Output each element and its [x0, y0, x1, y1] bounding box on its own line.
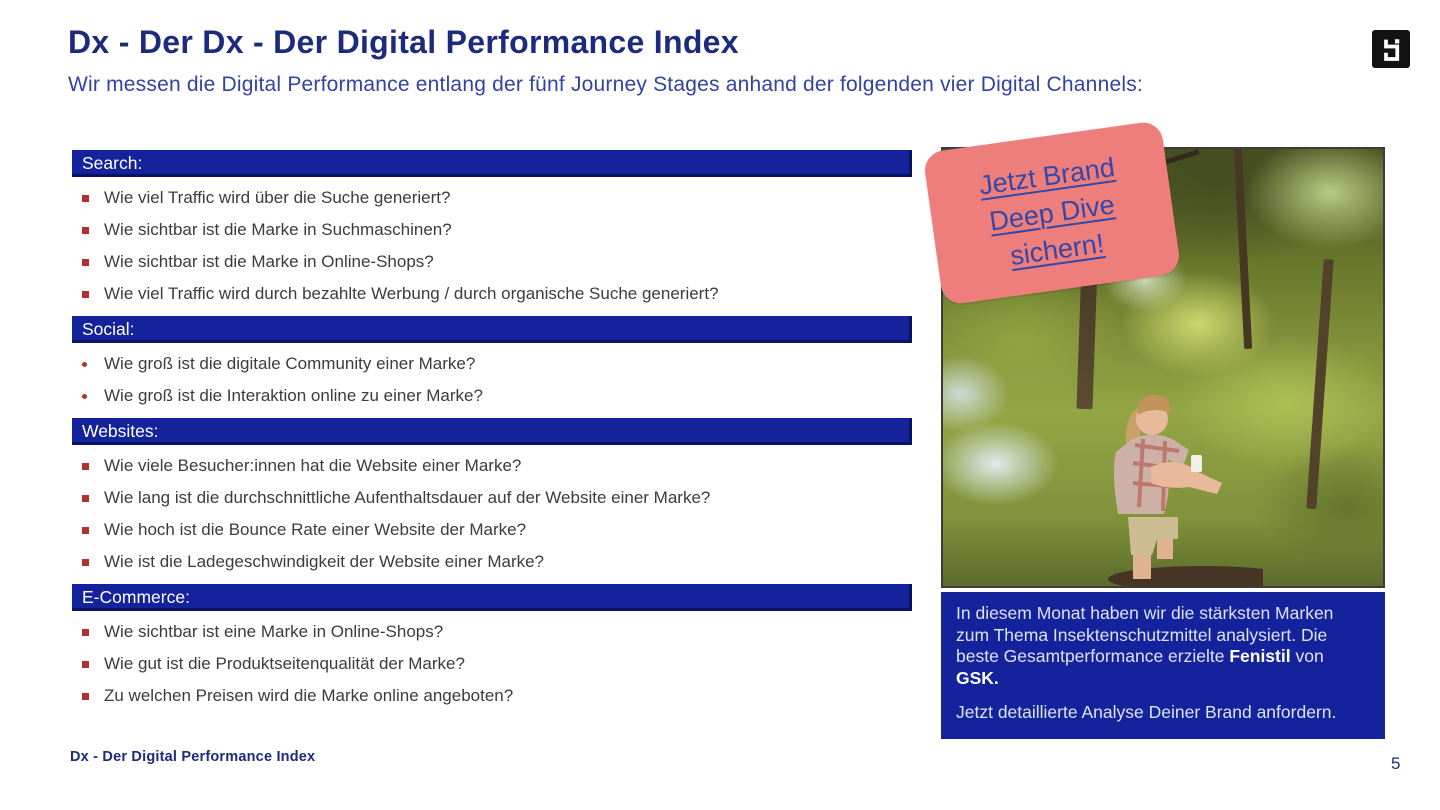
brand-name: Fenistil	[1229, 646, 1291, 667]
channel-questions-panel: Search: Wie viel Traffic wird über die S…	[72, 150, 912, 718]
dot-bullet-icon	[82, 361, 87, 367]
section-social: Social: Wie groß ist die digitale Commun…	[72, 316, 912, 412]
square-bullet-icon	[82, 290, 89, 298]
question-text: Wie sichtbar ist eine Marke in Online-Sh…	[104, 622, 444, 641]
question-item: Wie sichtbar ist die Marke in Suchmaschi…	[72, 214, 912, 246]
question-text: Wie sichtbar ist die Marke in Online-Sho…	[104, 252, 434, 271]
section-search: Search: Wie viel Traffic wird über die S…	[72, 150, 912, 310]
question-list-social: Wie groß ist die digitale Community eine…	[72, 348, 912, 412]
question-item: Wie sichtbar ist die Marke in Online-Sho…	[72, 246, 912, 278]
question-text: Wie lang ist die durchschnittliche Aufen…	[104, 488, 711, 507]
question-item: Wie gut ist die Produktseitenqualität de…	[72, 648, 912, 680]
question-item: Wie viele Besucher:innen hat die Website…	[72, 450, 912, 482]
question-item: Wie viel Traffic wird über die Suche gen…	[72, 182, 912, 214]
question-item: Wie sichtbar ist eine Marke in Online-Sh…	[72, 616, 912, 648]
section-header-social: Social:	[72, 316, 912, 343]
square-bullet-icon	[82, 258, 89, 266]
promo-panel: Jetzt Brand Deep Dive sichern! In diesem…	[922, 120, 1385, 739]
infobox-text: von	[1290, 646, 1324, 667]
question-item: Wie lang ist die durchschnittliche Aufen…	[72, 482, 912, 514]
question-text: Wie sichtbar ist die Marke in Suchmaschi…	[104, 220, 452, 239]
section-header-search: Search:	[72, 150, 912, 177]
tree-trunk	[1233, 149, 1253, 350]
tree-trunk	[1306, 258, 1334, 510]
question-text: Wie viel Traffic wird über die Suche gen…	[104, 188, 451, 207]
hiker-woman-figure	[1108, 394, 1263, 586]
question-item: Wie viel Traffic wird durch bezahlte Wer…	[72, 278, 912, 310]
question-list-ecommerce: Wie sichtbar ist eine Marke in Online-Sh…	[72, 616, 912, 712]
square-bullet-icon	[82, 194, 89, 202]
infobox-cta-text: Jetzt detaillierte Analyse Deiner Brand …	[956, 702, 1337, 723]
question-item: Zu welchen Preisen wird die Marke online…	[72, 680, 912, 712]
infobox-paragraph: In diesem Monat haben wir die stärksten …	[956, 603, 1370, 689]
infobox-text: In diesem Monat haben wir die stärksten …	[956, 603, 1334, 667]
question-item: Wie ist die Ladegeschwindigkeit der Webs…	[72, 546, 912, 578]
question-item: Wie hoch ist die Bounce Rate einer Websi…	[72, 514, 912, 546]
square-bullet-icon	[82, 462, 89, 470]
question-text: Wie viel Traffic wird durch bezahlte Wer…	[104, 284, 719, 303]
question-text: Wie hoch ist die Bounce Rate einer Websi…	[104, 520, 527, 539]
square-bullet-icon	[82, 558, 89, 566]
section-websites: Websites: Wie viele Besucher:innen hat d…	[72, 418, 912, 578]
section-ecommerce: E-Commerce: Wie sichtbar ist eine Marke …	[72, 584, 912, 712]
question-item: Wie groß ist die digitale Community eine…	[72, 348, 912, 380]
square-bullet-icon	[82, 660, 89, 668]
monthly-analysis-infobox: In diesem Monat haben wir die stärksten …	[941, 592, 1385, 739]
logo-glyph	[1384, 39, 1400, 61]
square-bullet-icon	[82, 226, 89, 234]
section-header-ecommerce: E-Commerce:	[72, 584, 912, 611]
dot-bullet-icon	[82, 393, 87, 399]
question-list-search: Wie viel Traffic wird über die Suche gen…	[72, 182, 912, 310]
question-text: Wie groß ist die Interaktion online zu e…	[104, 386, 483, 405]
page-number: 5	[1391, 754, 1401, 773]
brand-logo-icon	[1372, 30, 1410, 68]
question-text: Wie ist die Ladegeschwindigkeit der Webs…	[104, 552, 545, 571]
page-title: Dx - Der Dx - Der Digital Performance In…	[68, 24, 739, 60]
footer-title: Dx - Der Digital Performance Index	[70, 749, 316, 765]
question-text: Zu welchen Preisen wird die Marke online…	[104, 686, 514, 705]
company-name: GSK.	[956, 667, 999, 688]
page-subtitle: Wir messen die Digital Performance entla…	[68, 73, 1143, 96]
square-bullet-icon	[82, 628, 89, 636]
square-bullet-icon	[82, 692, 89, 700]
question-text: Wie viele Besucher:innen hat die Website…	[104, 456, 522, 475]
square-bullet-icon	[82, 526, 89, 534]
question-text: Wie groß ist die digitale Community eine…	[104, 354, 476, 373]
question-text: Wie gut ist die Produktseitenqualität de…	[104, 654, 465, 673]
question-list-websites: Wie viele Besucher:innen hat die Website…	[72, 450, 912, 578]
question-item: Wie groß ist die Interaktion online zu e…	[72, 380, 912, 412]
section-header-websites: Websites:	[72, 418, 912, 445]
square-bullet-icon	[82, 494, 89, 502]
